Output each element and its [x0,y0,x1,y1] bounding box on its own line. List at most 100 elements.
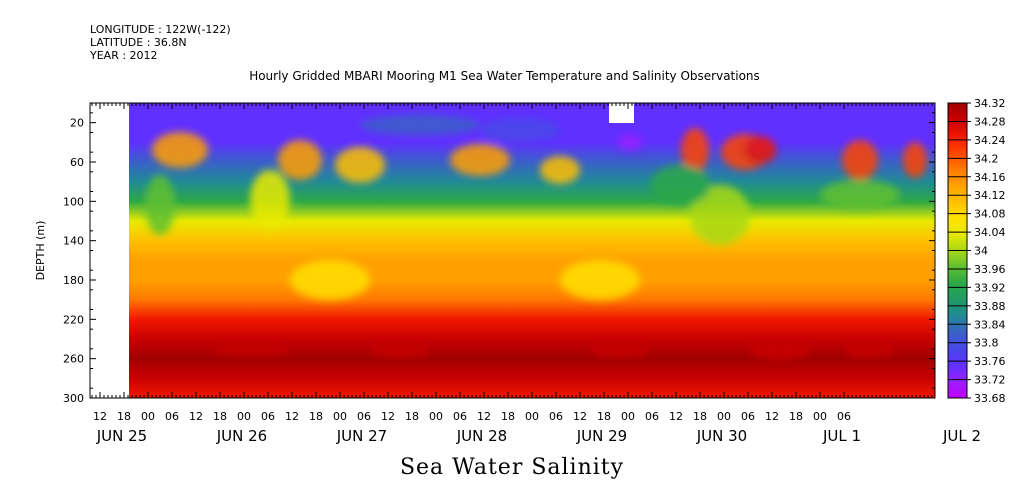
y-tick-label: 300 [63,392,84,405]
colorbar-label: 34.12 [974,189,1006,202]
colorbar-label: 33.8 [974,337,999,350]
colorbar-label: 33.76 [974,355,1006,368]
y-tick-label: 60 [70,156,84,169]
x-day-label: JUN 26 [216,427,267,445]
chart-title: Hourly Gridded MBARI Mooring M1 Sea Wate… [249,69,760,83]
x-hour-label: 06 [645,410,659,423]
salinity-patch [210,344,290,356]
salinity-patch [681,128,709,172]
salinity-patch [650,165,710,205]
colorbar-label: 34.08 [974,208,1006,221]
missing-data-gap [609,103,634,123]
colorbar-label: 33.92 [974,281,1006,294]
x-hour-label: 06 [165,410,179,423]
x-hour-label: 06 [549,410,563,423]
x-day-label: JUL 1 [822,427,861,445]
salinity-patch [618,134,642,150]
colorbar-label: 34.16 [974,171,1006,184]
latitude-label: LATITUDE : 36.8N [90,36,187,49]
missing-data-region [90,103,129,398]
y-tick-label: 260 [63,353,84,366]
longitude-label: LONGITUDE : 122W(-122) [90,23,231,36]
x-day-label: JUL 2 [942,427,981,445]
salinity-patch [370,342,430,358]
x-day-label: JUN 25 [96,427,147,445]
x-hour-label: 18 [117,410,131,423]
salinity-patch [560,260,640,300]
x-hour-label: 18 [597,410,611,423]
salinity-patch [360,115,480,135]
salinity-patch [290,260,370,300]
colorbar-label: 34.32 [974,97,1006,110]
x-hour-label: 00 [333,410,347,423]
salinity-patch [590,342,650,358]
salinity-variability [145,115,927,360]
salinity-patch [335,147,385,183]
year-label: YEAR : 2012 [90,49,158,62]
salinity-patch [842,140,878,180]
colorbar-label: 34 [974,245,988,258]
x-hour-label: 06 [261,410,275,423]
colorbar-label: 34.04 [974,226,1006,239]
x-hour-label: 18 [789,410,803,423]
y-tick-label: 220 [63,313,84,326]
salinity-patch [744,136,776,164]
x-hour-label: 18 [501,410,515,423]
colorbar-label: 33.84 [974,318,1006,331]
colorbar-label: 33.68 [974,392,1006,405]
salinity-patch [145,175,175,235]
x-hour-label: 12 [189,410,203,423]
y-tick-label: 20 [70,117,84,130]
x-hour-label: 06 [453,410,467,423]
x-hour-label: 18 [213,410,227,423]
salinity-patch [450,144,510,176]
y-tick-label: 140 [63,235,84,248]
colorbar-label: 33.88 [974,300,1006,313]
colorbar-label: 33.96 [974,263,1006,276]
x-hour-label: 12 [285,410,299,423]
y-tick-label: 100 [63,195,84,208]
salinity-patch [903,142,927,178]
x-hour-label: 06 [837,410,851,423]
colorbar-label: 33.72 [974,374,1006,387]
colorbar: 34.32 34.28 34.24 34.2 34.16 34.12 34.08 34.04 3… [947,97,1006,405]
x-hour-label: 12 [765,410,779,423]
plot-area [90,103,935,398]
x-hour-label: 18 [405,410,419,423]
x-hour-label: 18 [693,410,707,423]
x-day-label: JUN 27 [336,427,387,445]
colorbar-label: 34.28 [974,115,1006,128]
salinity-patch [845,342,895,358]
x-hour-label: 18 [309,410,323,423]
salinity-patch [540,156,580,184]
salinity-patch [690,185,750,245]
x-hour-label: 00 [429,410,443,423]
salinity-patch [480,118,560,142]
x-hour-label: 12 [381,410,395,423]
x-day-label: JUN 28 [456,427,507,445]
axes: 20 60 100 140 180 220 260 300 DEPTH (m) 12 18 00 06 1… [34,102,981,445]
y-tick-label: 180 [63,274,84,287]
x-hour-label: 00 [717,410,731,423]
x-hour-label: 12 [669,410,683,423]
y-axis-label: DEPTH (m) [34,221,47,281]
salinity-patch [750,340,810,360]
x-hour-label: 00 [237,410,251,423]
x-hour-label: 12 [93,410,107,423]
salinity-field [129,103,935,398]
x-hour-label: 12 [477,410,491,423]
x-day-label: JUN 30 [696,427,747,445]
salinity-patch [152,132,208,168]
x-hour-label: 06 [357,410,371,423]
x-hour-label: 00 [141,410,155,423]
x-day-label: JUN 29 [576,427,627,445]
x-axis-title: Sea Water Salinity [399,455,625,480]
colorbar-label: 34.2 [974,152,999,165]
colorbar-label: 34.24 [974,134,1006,147]
salinity-patch [820,180,900,210]
x-hour-label: 12 [573,410,587,423]
salinity-patch [250,170,290,230]
x-hour-label: 00 [621,410,635,423]
x-hour-label: 06 [741,410,755,423]
